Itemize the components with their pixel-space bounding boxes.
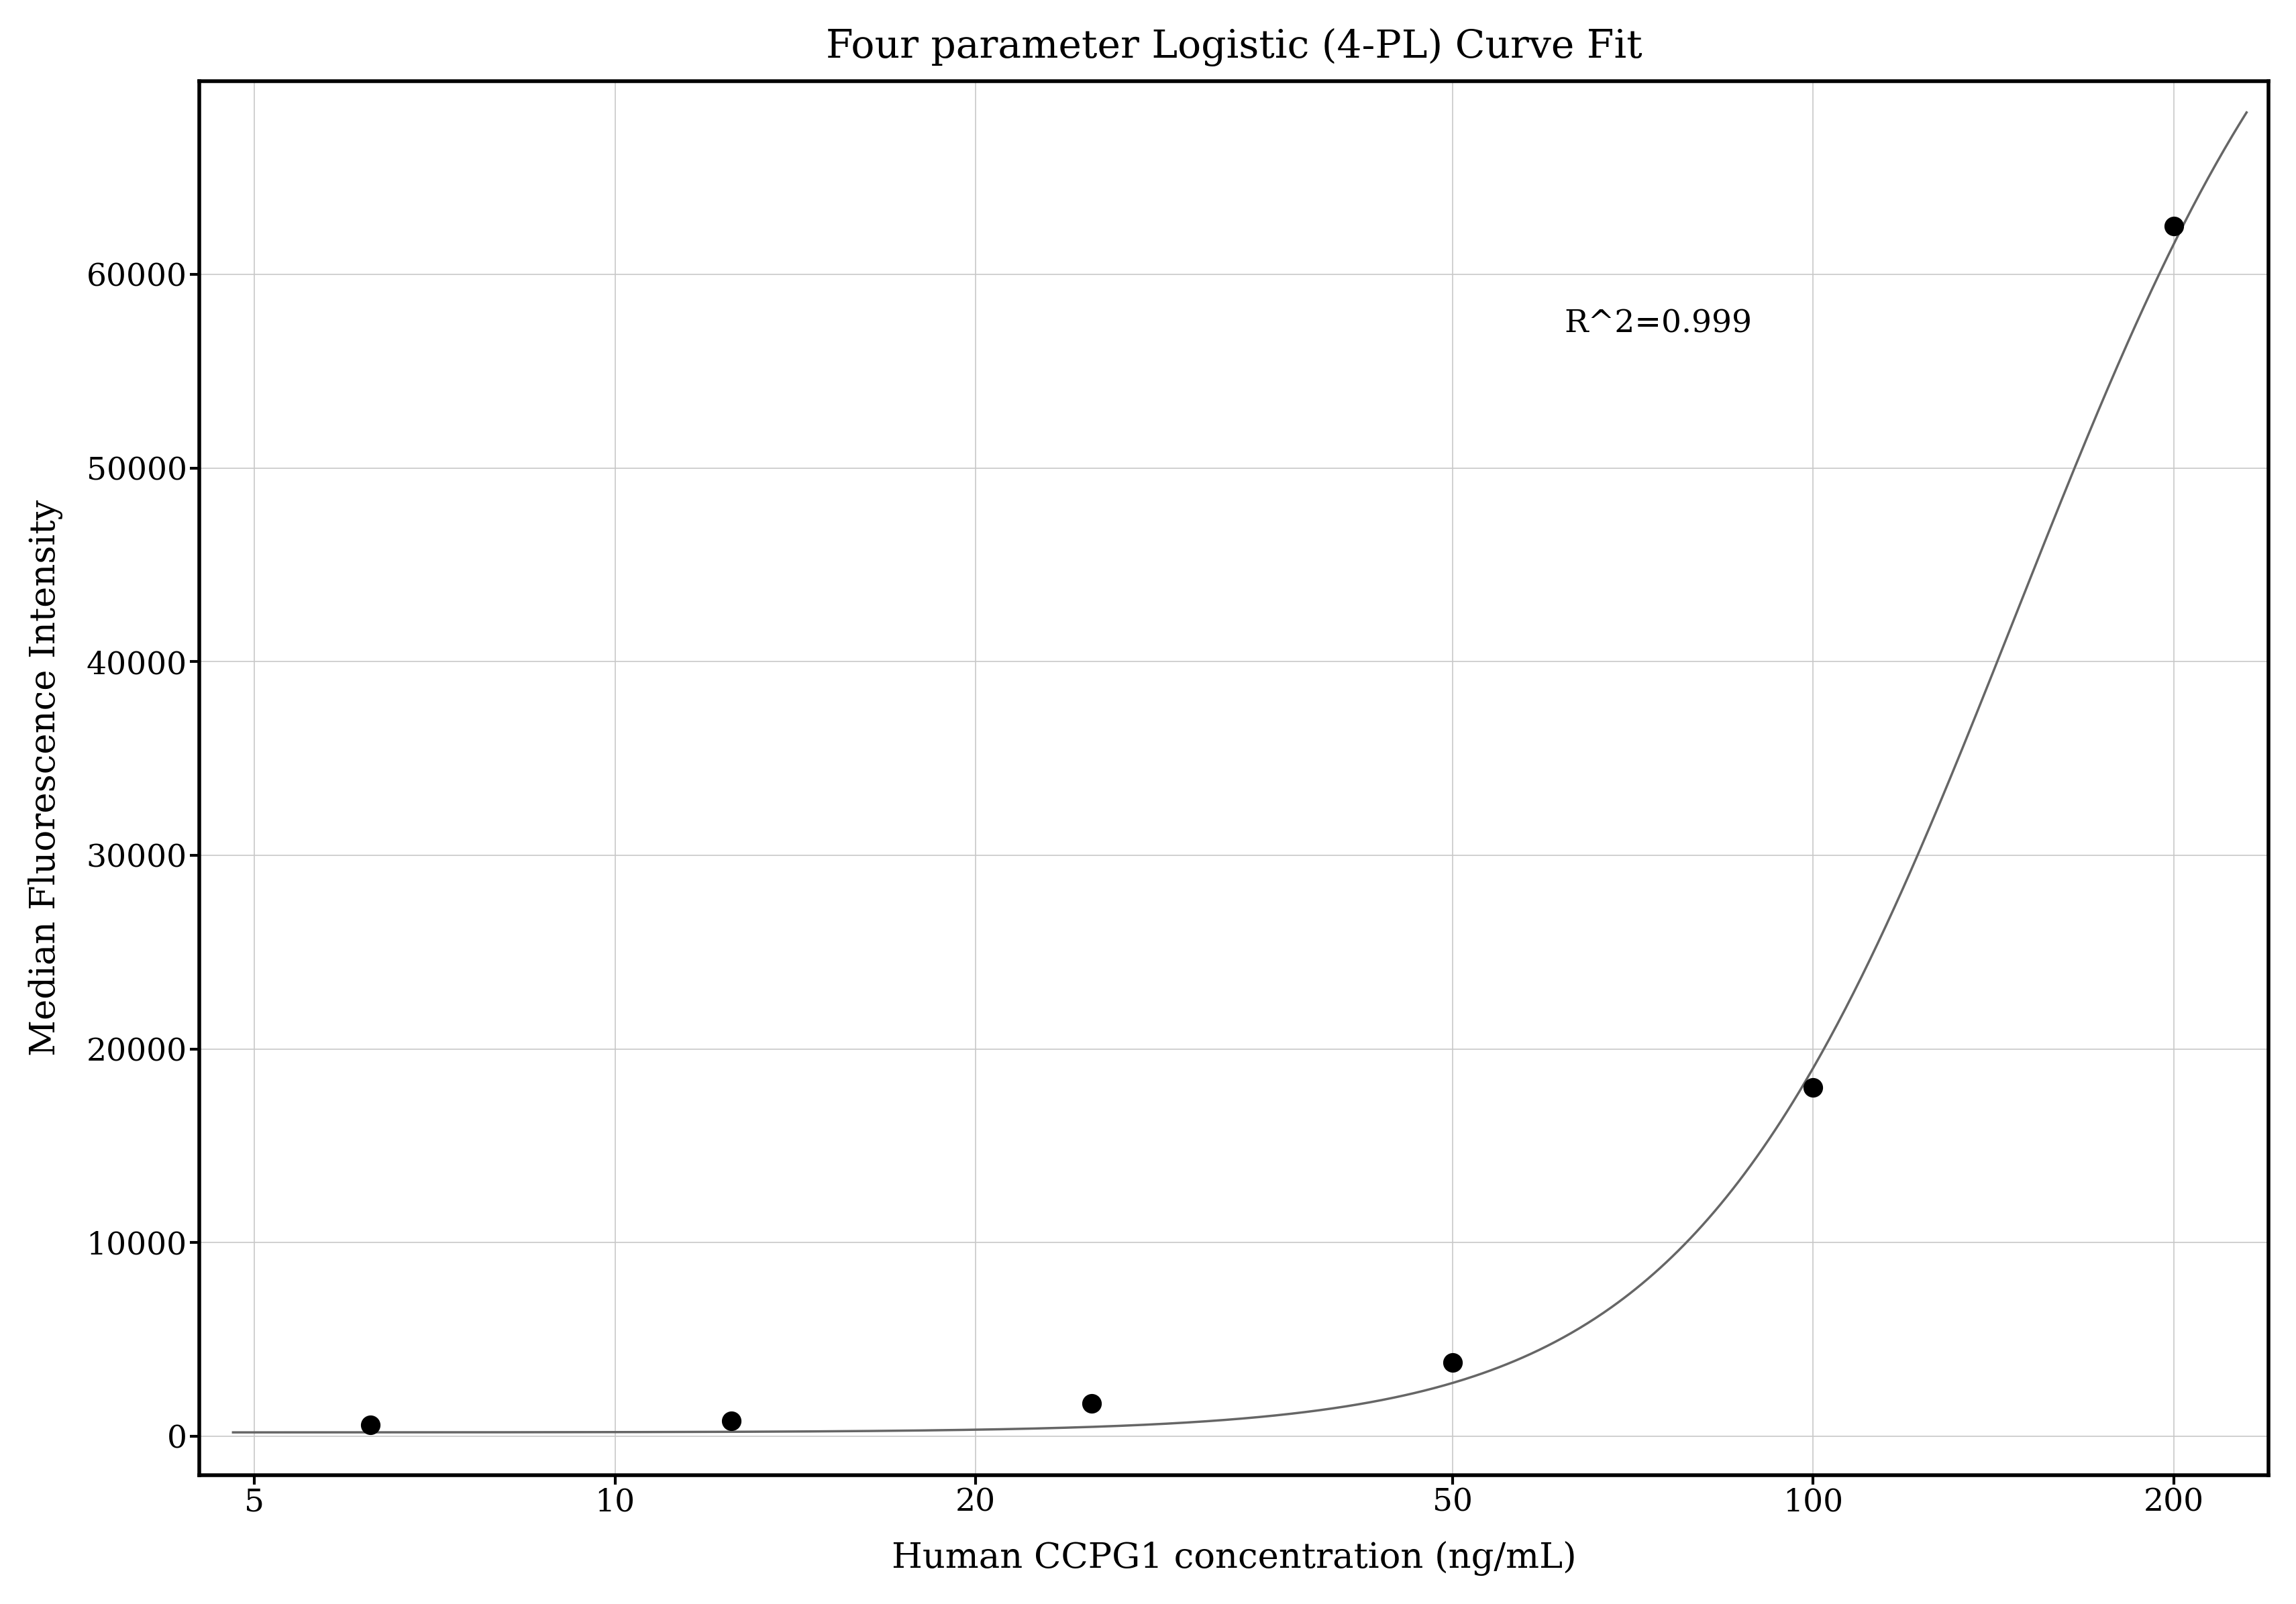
Point bbox=[1793, 1075, 1830, 1100]
Title: Four parameter Logistic (4-PL) Curve Fit: Four parameter Logistic (4-PL) Curve Fit bbox=[827, 27, 1642, 66]
X-axis label: Human CCPG1 concentration (ng/mL): Human CCPG1 concentration (ng/mL) bbox=[891, 1541, 1575, 1577]
Text: R^2=0.999: R^2=0.999 bbox=[1564, 310, 1752, 340]
Point bbox=[1072, 1391, 1109, 1416]
Point bbox=[351, 1412, 388, 1437]
Point bbox=[2156, 213, 2193, 239]
Point bbox=[1433, 1351, 1469, 1376]
Point bbox=[712, 1408, 748, 1434]
Y-axis label: Median Fluorescence Intensity: Median Fluorescence Intensity bbox=[28, 500, 62, 1055]
